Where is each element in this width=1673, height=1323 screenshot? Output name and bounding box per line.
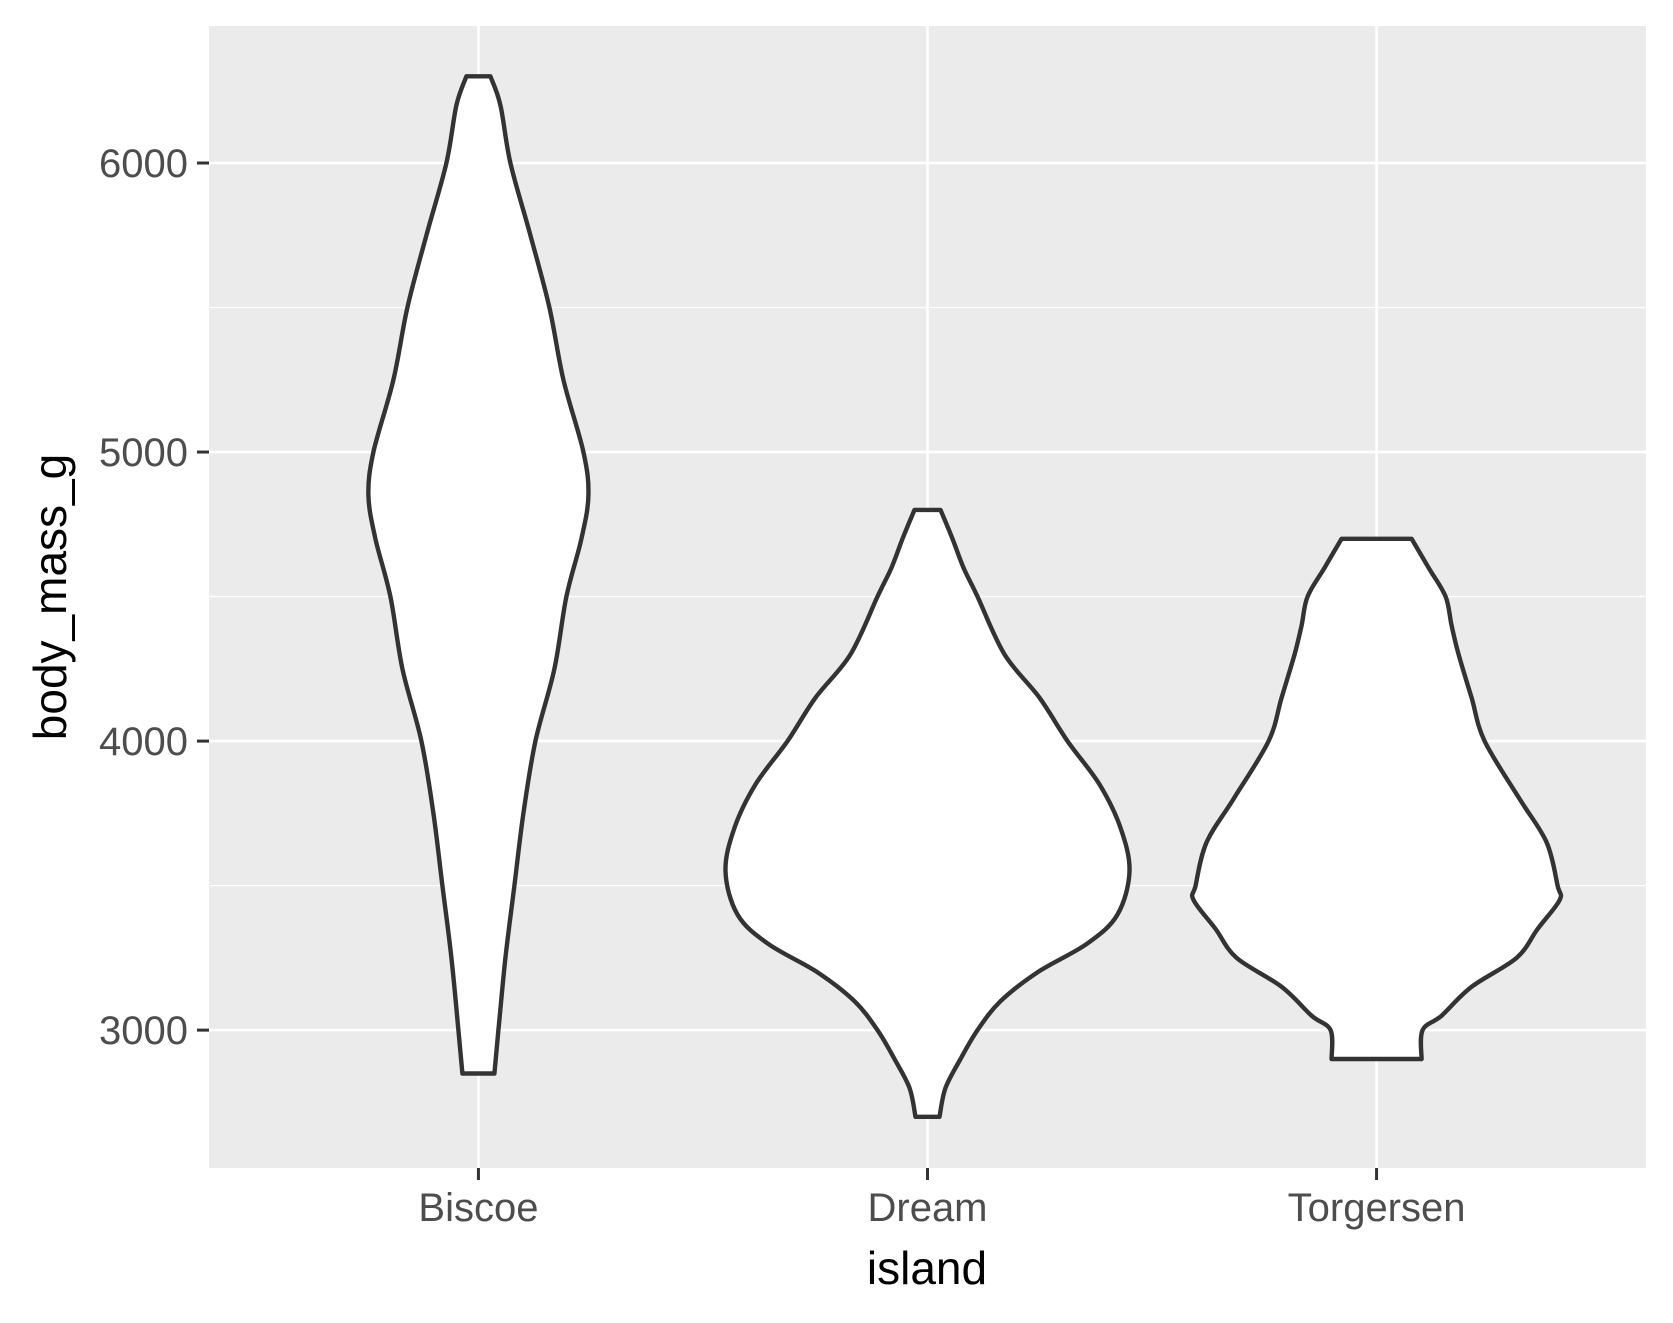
violin-biscoe <box>366 74 591 1076</box>
violin-shapes <box>366 74 1564 1119</box>
x-axis-tick-labels: Biscoe Dream Torgersen <box>418 1186 1465 1230</box>
y-tick-label-4000: 4000 <box>99 720 188 764</box>
violin-torgersen <box>1189 536 1564 1062</box>
x-axis-title: island <box>867 1242 987 1294</box>
y-tick-label-3000: 3000 <box>99 1009 188 1053</box>
y-axis-title: body_mass_g <box>24 454 76 740</box>
x-tick-label-dream: Dream <box>867 1186 987 1230</box>
axis-tick-marks <box>197 161 1379 1180</box>
y-tick-label-6000: 6000 <box>99 142 188 186</box>
y-axis-tick-labels: 6000 5000 4000 3000 <box>99 142 188 1053</box>
violin-dream <box>723 507 1132 1119</box>
x-tick-label-torgersen: Torgersen <box>1288 1186 1466 1230</box>
y-tick-label-5000: 5000 <box>99 431 188 475</box>
x-tick-label-biscoe: Biscoe <box>418 1186 538 1230</box>
